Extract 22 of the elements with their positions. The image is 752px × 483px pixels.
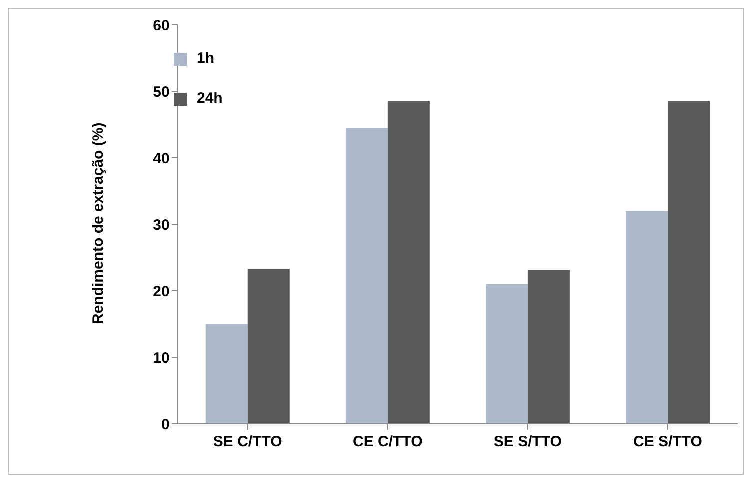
- y-axis-title: Rendimento de extração (%): [90, 122, 108, 324]
- legend-label: 24h: [197, 90, 223, 107]
- y-tick-label: 10: [153, 350, 170, 367]
- bar: [486, 284, 528, 424]
- y-tick-label: 60: [153, 17, 170, 34]
- y-tick-label: 50: [153, 84, 170, 101]
- x-tick-label: CE S/TTO: [634, 434, 703, 451]
- bar: [388, 101, 430, 424]
- y-tick-label: 20: [153, 283, 170, 300]
- bar: [528, 270, 570, 424]
- bar: [206, 324, 248, 424]
- x-tick-label: CE C/TTO: [353, 434, 424, 451]
- x-tick-label: SE S/TTO: [494, 434, 562, 451]
- bar: [668, 101, 710, 424]
- y-tick-label: 0: [162, 416, 170, 434]
- y-tick-label: 30: [153, 216, 170, 234]
- bar: [626, 211, 668, 424]
- x-tick-label: SE C/TTO: [213, 434, 283, 451]
- bar: [346, 128, 388, 424]
- legend-label: 1h: [197, 50, 215, 67]
- y-tick-label: 40: [153, 150, 170, 168]
- bar: [248, 269, 290, 424]
